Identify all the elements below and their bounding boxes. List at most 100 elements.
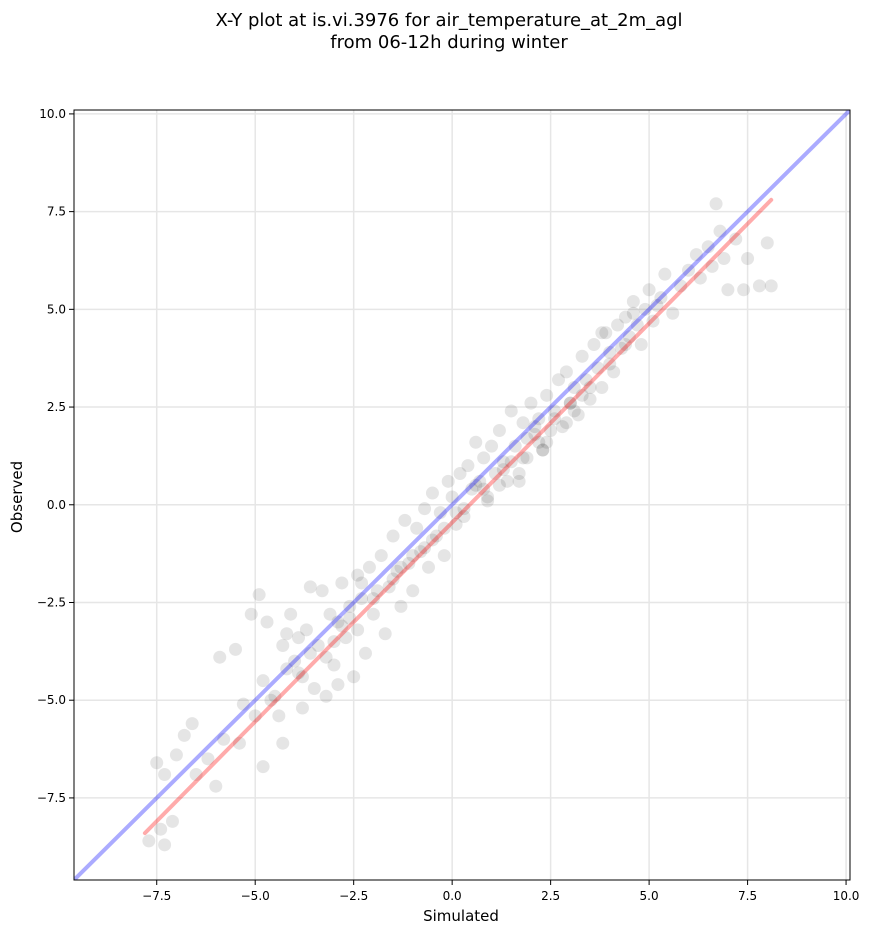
y-tick-label: 10.0 <box>39 107 66 121</box>
data-point <box>284 607 298 621</box>
data-point <box>386 572 400 586</box>
reference-lines <box>74 110 850 880</box>
data-point <box>650 298 664 312</box>
data-point <box>288 654 302 668</box>
data-point <box>418 502 432 516</box>
data-point <box>461 459 475 473</box>
data-point <box>713 224 727 238</box>
data-point <box>752 279 766 293</box>
data-point <box>378 627 392 641</box>
data-point <box>351 568 365 582</box>
data-point <box>217 732 231 746</box>
data-point <box>264 693 278 707</box>
x-tick-label: −2.5 <box>339 889 368 903</box>
data-point <box>642 283 656 297</box>
x-tick-label: 0.0 <box>443 889 462 903</box>
data-point <box>418 541 432 555</box>
x-tick-label: 7.5 <box>738 889 757 903</box>
data-point <box>425 486 439 500</box>
data-point <box>437 549 451 563</box>
data-point <box>552 373 566 387</box>
data-point <box>611 318 625 332</box>
data-point <box>528 427 542 441</box>
grid-lines <box>74 110 850 880</box>
data-point <box>453 467 467 481</box>
data-point <box>603 345 617 359</box>
data-point <box>512 467 526 481</box>
data-point <box>209 779 223 793</box>
data-point <box>500 474 514 488</box>
data-point <box>410 521 424 535</box>
data-point <box>567 381 581 395</box>
data-point <box>299 623 313 637</box>
data-point <box>366 607 380 621</box>
data-point <box>481 494 495 508</box>
data-point <box>575 349 589 363</box>
plot-frame <box>73 109 851 881</box>
data-point <box>252 588 266 602</box>
y-tick-label: −7.5 <box>37 791 66 805</box>
x-tick-label: 5.0 <box>640 889 659 903</box>
data-point <box>587 338 601 352</box>
data-point <box>563 396 577 410</box>
y-tick-label: −2.5 <box>37 595 66 609</box>
data-point <box>335 576 349 590</box>
data-point <box>374 549 388 563</box>
data-point <box>315 584 329 598</box>
data-point <box>477 482 491 496</box>
data-point <box>248 709 262 723</box>
x-tick-label: 10.0 <box>833 889 860 903</box>
data-point <box>599 326 613 340</box>
data-point <box>532 435 546 449</box>
data-point <box>555 420 569 434</box>
data-point <box>295 670 309 684</box>
data-point <box>717 252 731 266</box>
data-point <box>256 760 270 774</box>
data-point <box>496 463 510 477</box>
data-point <box>488 467 502 481</box>
data-point <box>709 197 723 211</box>
data-point <box>622 330 636 344</box>
data-point <box>150 756 164 770</box>
data-point <box>343 611 357 625</box>
y-tick-label: −5.0 <box>37 693 66 707</box>
data-point <box>319 689 333 703</box>
data-point <box>229 642 243 656</box>
data-point <box>634 338 648 352</box>
chart-title-line-1: X-Y plot at is.vi.3976 for air_temperatu… <box>215 10 682 31</box>
data-point <box>516 416 530 430</box>
data-point <box>429 529 443 543</box>
data-point <box>603 357 617 371</box>
data-point <box>548 404 562 418</box>
chart-title-line-2: from 06-12h during winter <box>330 32 568 53</box>
data-point <box>158 767 172 781</box>
data-point <box>681 263 695 277</box>
data-point <box>701 240 715 254</box>
y-tick-label: 7.5 <box>47 205 66 219</box>
data-point <box>630 318 644 332</box>
data-point <box>303 580 317 594</box>
data-point <box>540 388 554 402</box>
data-point <box>658 267 672 281</box>
data-point <box>169 748 183 762</box>
data-point <box>536 443 550 457</box>
data-point <box>351 623 365 637</box>
y-tick-label: 5.0 <box>47 302 66 316</box>
data-point <box>327 658 341 672</box>
data-point <box>406 549 420 563</box>
data-point <box>398 513 412 527</box>
data-point <box>280 662 294 676</box>
data-point <box>422 560 436 574</box>
data-point <box>154 822 168 836</box>
data-point <box>268 689 282 703</box>
data-point <box>323 607 337 621</box>
data-point <box>721 283 735 297</box>
data-point <box>626 306 640 320</box>
data-point <box>386 529 400 543</box>
data-point <box>583 392 597 406</box>
data-point <box>347 670 361 684</box>
data-point <box>276 736 290 750</box>
data-point <box>528 420 542 434</box>
data-point <box>355 576 369 590</box>
data-point <box>457 502 471 516</box>
